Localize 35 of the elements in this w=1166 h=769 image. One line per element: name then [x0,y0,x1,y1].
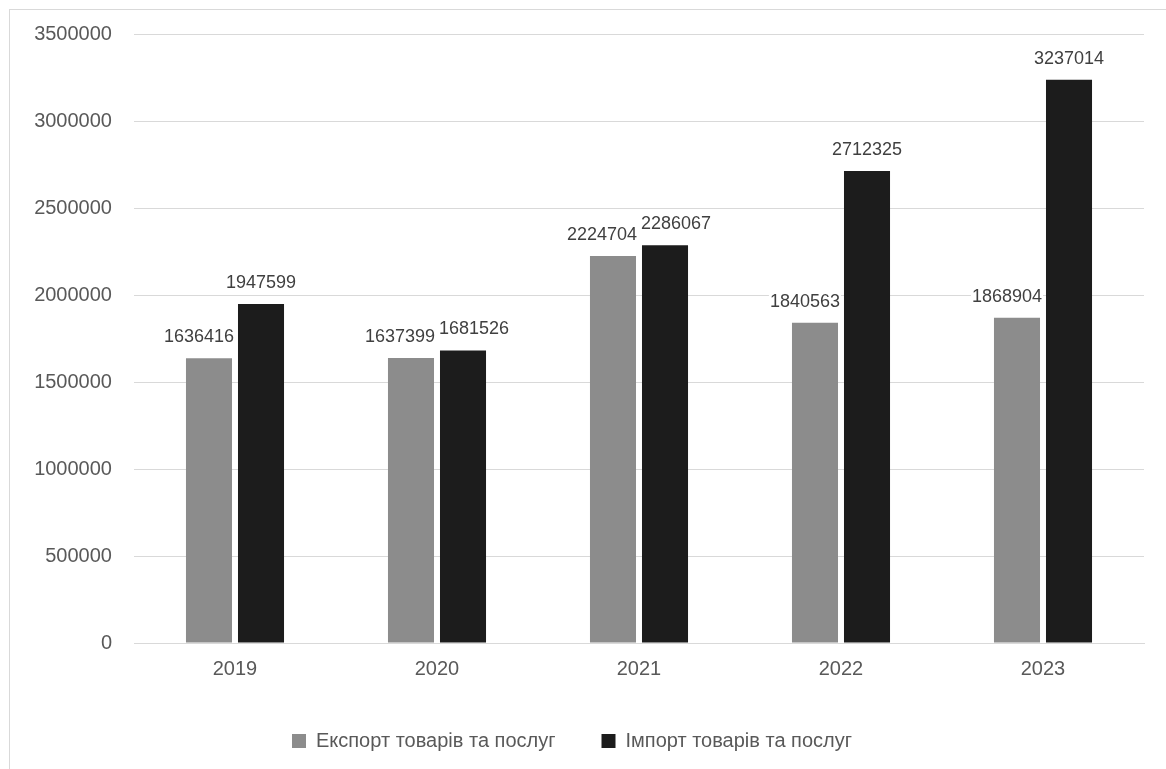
bar [439,350,487,643]
y-tick-label: 2000000 [34,282,112,305]
y-tick-label: 0 [100,630,112,653]
x-tick-label: 2020 [414,656,460,679]
data-label: 1636416 [163,326,234,347]
data-label: 1947599 [225,272,297,293]
bar [843,171,891,643]
bar [589,255,637,643]
bar [387,358,435,643]
data-label: 1840563 [769,290,840,311]
x-tick-label: 2021 [616,656,662,679]
bar [1045,79,1093,643]
bar [237,304,285,643]
data-label: 3237014 [1033,47,1105,68]
legend-label: Імпорт товарів та послуг [625,728,853,751]
bar [791,322,839,643]
y-tick-label: 2500000 [34,195,112,218]
data-label: 1868904 [971,285,1042,306]
data-label: 2712325 [831,139,903,160]
x-tick-label: 2023 [1020,656,1066,679]
bar [185,358,233,643]
data-label: 1681526 [439,318,510,339]
y-tick-label: 1000000 [34,456,112,479]
legend-label: Експорт товарів та послуг [315,728,556,751]
y-tick-label: 1500000 [34,369,112,392]
y-tick-label: 3500000 [34,21,112,44]
y-tick-label: 500000 [45,543,112,566]
bar [641,245,689,643]
bar [993,317,1041,643]
data-label: 2224704 [566,223,637,244]
y-tick-label: 3000000 [34,108,112,131]
data-label: 2286067 [641,213,712,234]
x-tick-label: 2019 [212,656,258,679]
data-label: 1637399 [364,326,435,347]
x-tick-label: 2022 [818,656,864,679]
